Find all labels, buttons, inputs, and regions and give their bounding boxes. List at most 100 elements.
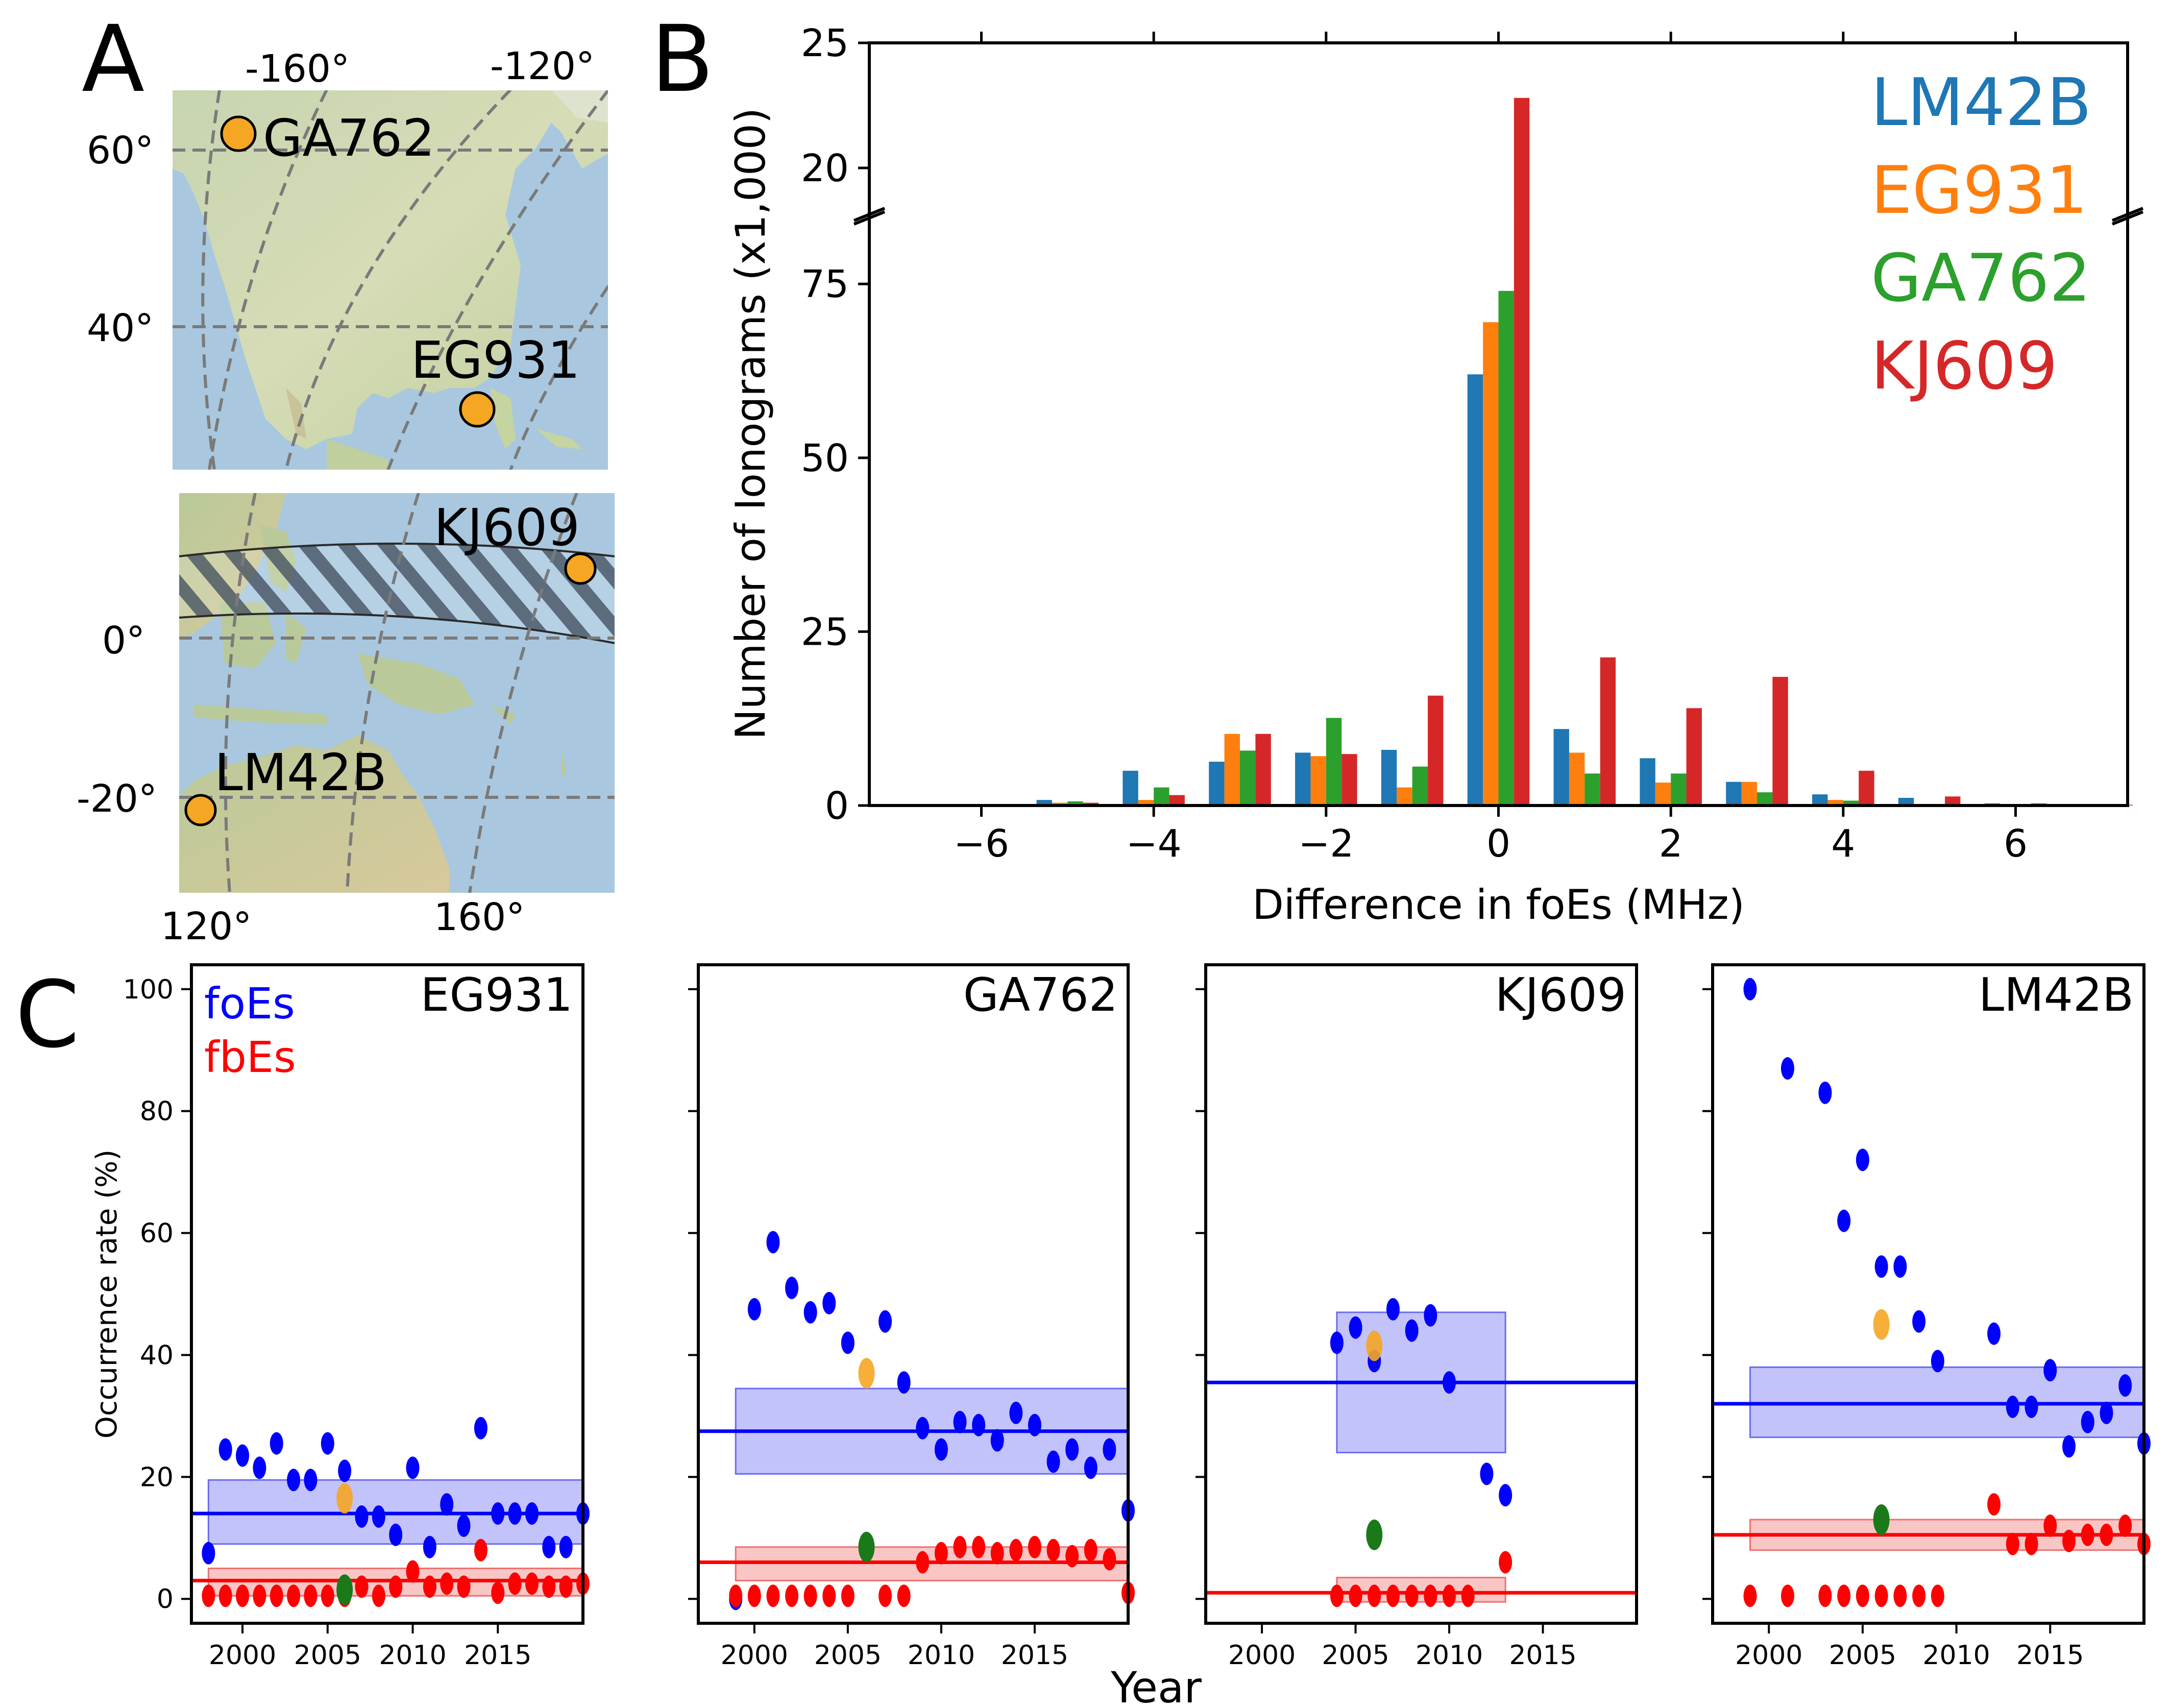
fbEs-point <box>1893 1584 1907 1607</box>
fbEs-point <box>2118 1514 2132 1537</box>
fbEs-point <box>879 1584 892 1607</box>
bar-KJ609-2 <box>1686 708 1702 806</box>
land-sulawesi <box>286 613 306 664</box>
x-tick-label: 2010 <box>379 1640 446 1671</box>
subplot-frame <box>697 963 1130 1625</box>
foEs-point <box>1386 1298 1400 1321</box>
foEs-point <box>559 1535 573 1558</box>
bar-LM42B--4 <box>1123 770 1138 806</box>
foEs-point <box>916 1417 930 1439</box>
foEs-point <box>1084 1456 1097 1479</box>
c-y-axis-label: Occurrence rate (%) <box>90 1150 124 1438</box>
fbEs-point <box>990 1542 1004 1565</box>
x-tick-label: 2010 <box>1416 1640 1483 1671</box>
bar-EG931-4 <box>1827 800 1843 806</box>
fbEs-point <box>934 1542 948 1565</box>
y-tick-label: 25 <box>801 610 849 654</box>
y-tick-label: 100 <box>123 974 174 1005</box>
fbEs-point <box>1499 1551 1513 1574</box>
axis-break-mark <box>2111 207 2144 222</box>
bar-LM42B--1 <box>1381 750 1397 806</box>
foEs-point <box>1837 1209 1851 1232</box>
fbEs-point <box>1009 1539 1023 1561</box>
foEs-point <box>491 1502 505 1525</box>
foEs-point <box>1780 1057 1794 1080</box>
foEs-point <box>953 1410 967 1433</box>
foEs-point <box>934 1438 948 1461</box>
foEs-point <box>2062 1435 2076 1458</box>
fbEs-point <box>389 1575 403 1598</box>
bar-LM42B--5 <box>1036 800 1052 806</box>
bar-LM42B-1 <box>1553 729 1569 806</box>
fbEs-point <box>406 1560 420 1583</box>
fbEs-point <box>474 1539 487 1561</box>
bar-GA762--4 <box>1154 787 1169 806</box>
bar-GA762-2 <box>1671 773 1687 806</box>
panel-letter-c: C <box>15 962 80 1068</box>
fbEs-point <box>559 1575 573 1598</box>
foEs-point <box>1065 1438 1079 1461</box>
fbEs-point <box>1931 1584 1944 1607</box>
foEs-point <box>1009 1401 1023 1424</box>
fbEs-point <box>1046 1539 1060 1561</box>
foEs-point <box>1424 1304 1437 1327</box>
foEs-point <box>2118 1374 2132 1397</box>
foEs-point <box>972 1413 986 1436</box>
highlight-fbEs-point <box>1873 1504 1890 1535</box>
foEs-point <box>1818 1081 1832 1104</box>
foEs-point <box>389 1523 403 1546</box>
legend-LM42B: LM42B <box>1871 65 2091 141</box>
foEs-point <box>270 1432 283 1455</box>
bar-GA762--3 <box>1239 750 1256 806</box>
x-tick-label: 2015 <box>2016 1640 2084 1671</box>
y-axis-label: Number of Ionograms (x1,000) <box>727 108 774 740</box>
fbEs-point <box>2006 1532 2019 1555</box>
land-cuba <box>536 429 582 449</box>
lon-label-minus120: -120° <box>490 44 595 88</box>
axis-break-mark <box>853 210 886 226</box>
foEs-point <box>766 1231 780 1254</box>
fbEs-point <box>1461 1584 1475 1607</box>
x-tick-label: 2000 <box>721 1640 788 1671</box>
fbEs-point <box>2062 1529 2076 1552</box>
x-tick-label: 2000 <box>209 1640 276 1671</box>
x-tick-label: −4 <box>1126 822 1182 866</box>
fbEs-point <box>729 1584 743 1607</box>
foEs-point <box>253 1456 266 1479</box>
bar-LM42B--3 <box>1209 762 1225 806</box>
fbEs-point <box>457 1575 471 1598</box>
fbEs-point <box>2043 1514 2057 1537</box>
foEs-point <box>1028 1413 1041 1436</box>
foEs-point <box>406 1456 420 1479</box>
fbEs-point <box>1874 1584 1888 1607</box>
foEs-point <box>457 1514 471 1537</box>
fbEs-point <box>1084 1539 1097 1561</box>
fbEs-point <box>1405 1584 1419 1607</box>
bar-EG931--3 <box>1224 734 1240 806</box>
x-tick-label: 6 <box>2004 822 2028 866</box>
foEs-point <box>1856 1149 1869 1172</box>
x-tick-label: 2015 <box>464 1640 531 1671</box>
foEs-point <box>525 1502 539 1525</box>
legend-GA762: GA762 <box>1871 240 2091 316</box>
lat-label-minus20: -20° <box>77 777 157 821</box>
land-baja <box>286 388 306 439</box>
foEs-point <box>1480 1462 1494 1485</box>
bar-LM42B-5 <box>1898 798 1914 806</box>
fbEs-point <box>355 1575 369 1598</box>
x-tick-label: 2 <box>1659 822 1683 866</box>
fbEs-point <box>270 1584 283 1607</box>
fbEs-point <box>1987 1493 2001 1516</box>
legend-KJ609: KJ609 <box>1871 328 2058 404</box>
fbEs-point <box>1743 1584 1757 1607</box>
foEs-point <box>1103 1438 1116 1461</box>
bar-KJ609--1 <box>1428 695 1444 806</box>
x-tick-label: 2000 <box>1735 1640 1802 1671</box>
foEs-point <box>822 1291 836 1314</box>
fbEs-point <box>372 1584 385 1607</box>
bar-KJ609--4 <box>1169 795 1185 806</box>
bar-GA762-1 <box>1584 773 1600 806</box>
legend-foEs: foEs <box>204 979 295 1029</box>
bar-LM42B-2 <box>1640 758 1655 806</box>
